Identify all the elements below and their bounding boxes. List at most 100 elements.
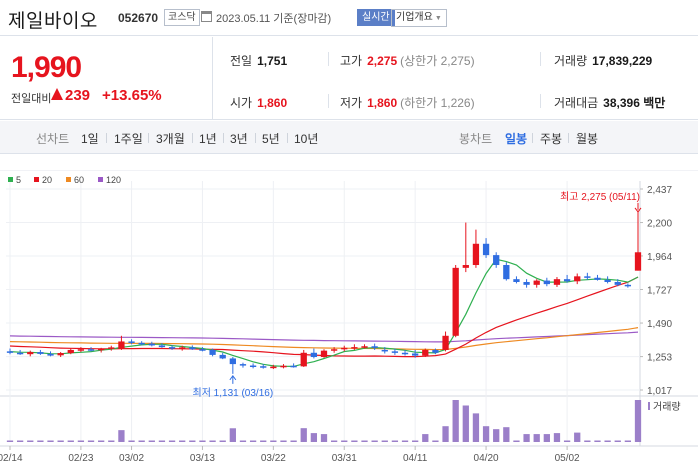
candlestick-chart[interactable]: 2,437 2,200 1,964 1,727 1,490 1,253 1,017 02/14…: [0, 169, 698, 474]
ma60-line: [9, 327, 639, 351]
candle-body: [533, 280, 540, 285]
volume-bar: [249, 440, 257, 442]
candle-body: [422, 349, 429, 356]
tab-3year[interactable]: 3년: [230, 132, 248, 146]
prev-close-stat: 전일 1,751: [230, 52, 287, 69]
candle-body: [138, 342, 145, 345]
volume-bar: [290, 440, 297, 442]
legend-swatch: [8, 177, 13, 182]
candle-body: [148, 343, 155, 346]
candle-body: [87, 349, 95, 351]
stock-name: 제일바이오: [8, 11, 98, 32]
legend-swatch: [66, 177, 71, 182]
tab-10year[interactable]: 10년: [294, 132, 319, 146]
tab-divider: [568, 133, 569, 143]
price-box: 1,990 전일대비 239 +13.65%: [0, 37, 213, 120]
volume-bar: [320, 434, 328, 442]
ma120-line: [9, 331, 639, 343]
candle-body: [16, 352, 24, 355]
chart-svg: 2,437 2,200 1,964 1,727 1,490 1,253 1,017 02/14…: [0, 169, 698, 464]
volume-bar: [432, 440, 439, 442]
volume-bar: [37, 440, 44, 442]
volume-bar: [47, 440, 54, 442]
candle-body: [209, 349, 216, 355]
y-tick-label: 1,253: [647, 353, 672, 364]
tab-candle-chart[interactable]: 봉차트: [459, 132, 493, 146]
company-overview-button[interactable]: 기업개요 ▼: [391, 9, 447, 27]
tab-5year[interactable]: 5년: [262, 132, 280, 146]
candle-body: [260, 366, 267, 368]
candle-body: [77, 349, 85, 351]
volume-bar: [533, 434, 540, 442]
candle-body: [280, 365, 287, 368]
volume-bar: [118, 430, 125, 442]
volume-bar: [16, 440, 24, 442]
volume-bar: [543, 434, 550, 442]
volume-bar: [27, 440, 34, 442]
y-tick-label: 1,964: [647, 252, 672, 263]
volume-bar: [87, 440, 95, 442]
candle-body: [229, 358, 236, 365]
legend-label: 60: [74, 175, 84, 185]
low-arrow-head-icon: [229, 375, 237, 381]
high-label: 고가: [340, 54, 363, 68]
candle-body: [341, 347, 348, 350]
volume-bar: [98, 440, 105, 442]
candle-body: [320, 350, 328, 358]
volume-bar: [229, 428, 236, 442]
x-tick-label: 02/14: [0, 453, 23, 464]
high-value: 2,275: [367, 54, 398, 68]
company-overview-label: 기업개요: [396, 12, 433, 23]
volume-bar: [209, 440, 216, 442]
volume-bar: [67, 440, 74, 442]
candle-body: [47, 353, 54, 356]
tab-divider: [148, 133, 149, 143]
divider: [328, 94, 329, 108]
tab-line-chart[interactable]: 선차트: [36, 132, 70, 146]
tab-monthly[interactable]: 월봉: [576, 132, 599, 146]
candle-body: [523, 281, 530, 285]
tab-1year[interactable]: 1년: [199, 132, 217, 146]
realtime-button[interactable]: 실시간: [357, 9, 395, 26]
volume-bar: [158, 440, 166, 442]
candle-body: [391, 351, 399, 353]
candle-body: [189, 347, 196, 350]
volume-bar: [108, 440, 115, 442]
tab-divider: [106, 133, 107, 143]
volume-bar: [189, 440, 196, 442]
x-tick-label: 04/20: [474, 453, 499, 464]
volume-bar: [523, 434, 530, 442]
tab-weekly[interactable]: 주봉: [540, 132, 563, 146]
tab-1week[interactable]: 1주일: [114, 132, 143, 146]
volume-label: 거래량: [653, 401, 681, 413]
open-label: 시가: [230, 96, 253, 110]
volume-bar: [563, 440, 571, 442]
ma5-line: [9, 258, 639, 368]
volume-bar: [634, 400, 642, 442]
chevron-down-icon: ▼: [434, 15, 442, 22]
y-tick-label: 2,437: [647, 185, 672, 196]
x-tick-label: 05/02: [555, 453, 580, 464]
volume-bar: [482, 426, 490, 442]
candle-body: [168, 347, 176, 349]
calendar-icon: [201, 11, 212, 22]
y-tick-label: 1,490: [647, 319, 672, 330]
candle-body: [310, 352, 318, 358]
volume-bar: [219, 440, 226, 442]
amount-stat: 거래대금 38,396 백만: [554, 94, 665, 111]
tab-3month[interactable]: 3개월: [156, 132, 185, 146]
candle-body: [270, 366, 277, 369]
tab-divider: [223, 133, 224, 143]
tab-1day[interactable]: 1일: [81, 132, 99, 146]
divider: [540, 94, 541, 108]
x-tick-label: 04/11: [403, 453, 428, 464]
candle-body: [482, 243, 490, 256]
chart-tab-bar: 선차트 1일 1주일 3개월 1년 3년 5년 10년 봉차트 일봉 주봉 월봉: [0, 121, 698, 154]
volume-bar: [604, 440, 611, 442]
candle-body: [513, 279, 520, 282]
tab-daily[interactable]: 일봉: [505, 132, 528, 146]
candle-body: [442, 335, 449, 350]
candle-body: [98, 348, 105, 351]
candle-body: [239, 364, 247, 366]
candle-body: [67, 349, 74, 354]
